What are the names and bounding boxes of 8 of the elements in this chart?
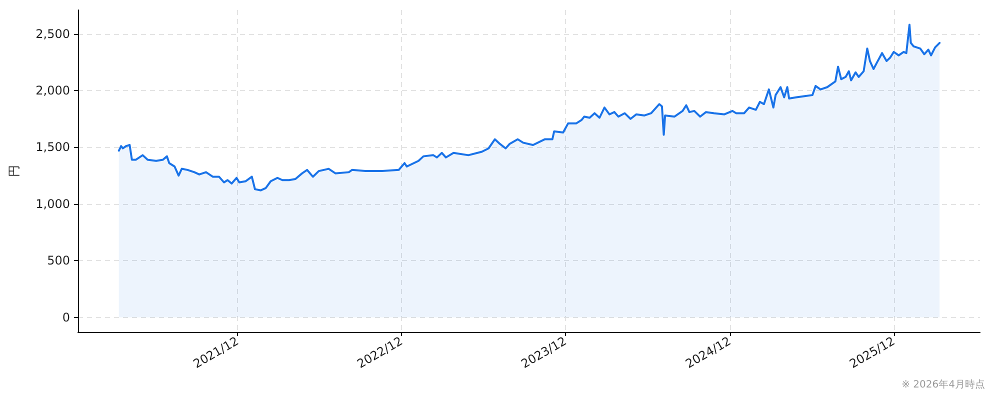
y-tick-label: 1,000: [36, 196, 70, 211]
y-axis-title: 円: [7, 165, 21, 177]
y-tick-label: 500: [47, 254, 70, 268]
y-tick-label: 2,500: [36, 26, 70, 41]
y-tick-label: 1,500: [36, 140, 70, 154]
text: ※ 2026年4月時点: [902, 378, 985, 390]
y-tick-label: 0: [62, 310, 70, 324]
y-tick-label: 2,000: [36, 84, 70, 98]
